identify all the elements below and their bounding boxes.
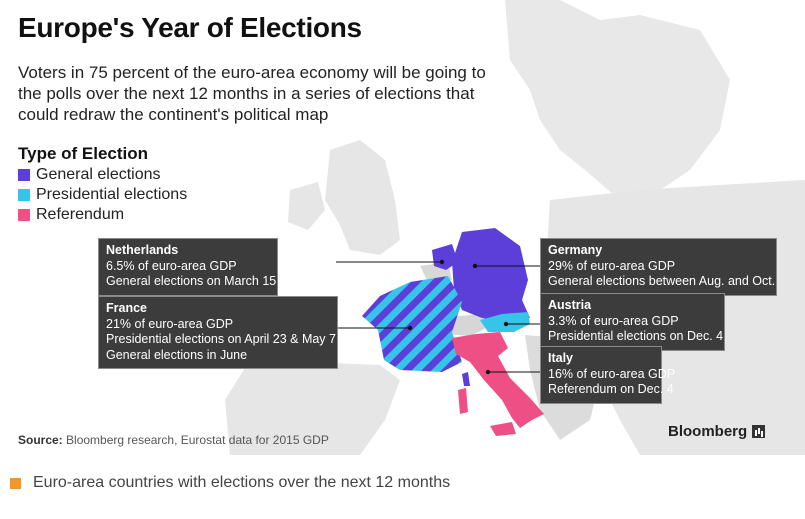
italy-shape — [452, 332, 544, 428]
legend-label-presidential: Presidential elections — [36, 186, 188, 203]
uk-land — [325, 140, 400, 255]
netherlands-shape — [432, 244, 458, 270]
france-shape — [362, 276, 462, 372]
page-subtitle: Voters in 75 percent of the euro-area ec… — [18, 63, 486, 124]
legend-item-presidential: Presidential elections — [18, 185, 187, 205]
corsica-shape — [462, 372, 470, 386]
callout-austria: Austria 3.3% of euro-area GDP Presidenti… — [540, 293, 725, 351]
callout-netherlands-line1: General elections on March 15 — [106, 274, 277, 288]
legend-item-general: General elections — [18, 165, 187, 185]
source-label: Source: — [18, 433, 63, 447]
callout-france-name: France — [106, 301, 147, 315]
figure-caption: Euro-area countries with elections over … — [10, 474, 450, 492]
callout-france-line1: Presidential elections on April 23 & May… — [106, 332, 336, 346]
sicily-shape — [490, 422, 516, 436]
leader-dots — [407, 259, 509, 375]
sardinia-shape — [458, 388, 468, 414]
legend-swatch-presidential — [18, 189, 30, 201]
italy-dot — [485, 369, 491, 375]
caption-text: Euro-area countries with elections over … — [33, 474, 451, 491]
france-dot — [407, 325, 413, 331]
legend-title: Type of Election — [18, 144, 149, 163]
callout-netherlands: Netherlands 6.5% of euro-area GDP Genera… — [98, 238, 278, 296]
map-panel: Europe's Year of Elections Voters in 75 … — [18, 0, 805, 455]
callout-netherlands-name: Netherlands — [106, 243, 179, 257]
callout-germany: Germany 29% of euro-area GDP General ele… — [540, 238, 777, 296]
iberia-land — [225, 360, 400, 455]
source-text: Bloomberg research, Eurostat data for 20… — [66, 433, 329, 447]
callout-netherlands-gdp: 6.5% of euro-area GDP — [106, 258, 237, 273]
bar-chart-icon — [752, 425, 766, 438]
callout-france: France 21% of euro-area GDP Presidential… — [98, 296, 338, 369]
legend: Type of Election General elections Presi… — [18, 144, 187, 225]
legend-label-referendum: Referendum — [36, 206, 125, 223]
bloomberg-logo: Bloomberg — [668, 423, 766, 440]
source-note: Source: Bloomberg research, Eurostat dat… — [18, 433, 329, 447]
callout-france-gdp: 21% of euro-area GDP — [106, 316, 234, 331]
germany-dot — [472, 263, 478, 269]
callout-italy-name: Italy — [548, 351, 574, 365]
germany-shape — [452, 228, 530, 322]
brand-name: Bloomberg — [668, 423, 748, 440]
callout-france-line2: General elections in June — [106, 347, 248, 362]
netherlands-dot — [439, 259, 445, 265]
page-title: Europe's Year of Elections — [18, 12, 362, 43]
callout-austria-name: Austria — [548, 298, 592, 312]
austria-shape — [480, 312, 530, 332]
callout-italy: Italy 16% of euro-area GDP Referendum on… — [540, 346, 676, 404]
legend-label-general: General elections — [36, 166, 161, 183]
callout-italy-line1: Referendum on Dec. 4 — [548, 382, 674, 396]
callout-germany-name: Germany — [548, 243, 603, 257]
legend-item-referendum: Referendum — [18, 205, 187, 225]
austria-dot — [503, 321, 509, 327]
caption-square-icon — [10, 477, 21, 489]
callout-austria-gdp: 3.3% of euro-area GDP — [548, 313, 679, 328]
callout-italy-gdp: 16% of euro-area GDP — [548, 366, 676, 381]
legend-swatch-general — [18, 169, 30, 181]
ireland-land — [288, 182, 325, 230]
callout-germany-line1: General elections between Aug. and Oct. — [548, 274, 776, 288]
scandinavia-land — [505, 0, 730, 200]
callout-austria-line1: Presidential elections on Dec. 4 — [548, 329, 724, 343]
legend-swatch-referendum — [18, 209, 30, 221]
callout-germany-gdp: 29% of euro-area GDP — [548, 258, 676, 273]
leader-lines — [336, 261, 540, 373]
